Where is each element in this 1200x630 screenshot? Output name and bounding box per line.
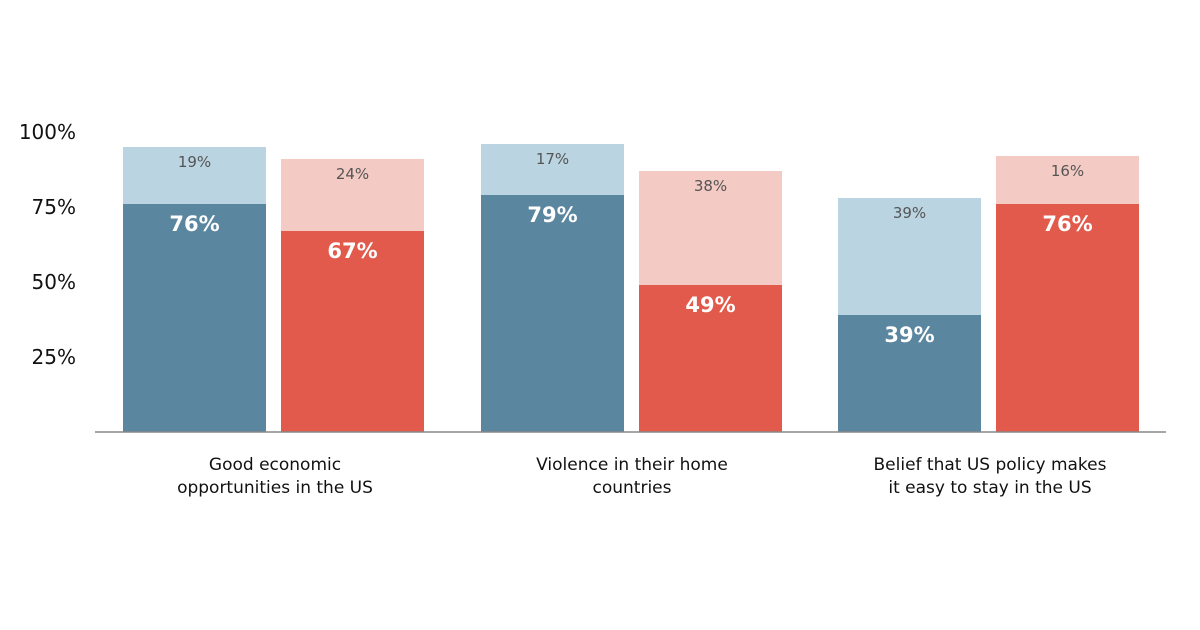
bar-light-segment-0-0 <box>123 147 266 204</box>
bar-light-segment-0-1 <box>281 159 424 231</box>
category-label-us-policy: Belief that US policy makes it easy to s… <box>873 455 1107 498</box>
bar-light-segment-1-0 <box>481 144 624 195</box>
bar-strong-segment-0-0 <box>123 204 266 432</box>
y-tick-label-25: 25% <box>32 345 76 369</box>
bar-light-label-2-0: 39% <box>893 204 926 222</box>
bar-strong-segment-2-1 <box>996 204 1139 432</box>
bar-strong-segment-0-1 <box>281 231 424 432</box>
category-label-economic: Good economic opportunities in the US <box>177 455 373 498</box>
bar-labels-layer: 19% 76% 24% 67% 17% 79% 38% 49% 39% 39% 16% 76% <box>169 150 1092 347</box>
bar-light-segment-2-0 <box>838 198 981 315</box>
category-label-violence: Violence in their home countries <box>536 455 728 498</box>
bar-light-label-0-0: 19% <box>178 153 211 171</box>
y-tick-label-100: 100% <box>19 120 76 144</box>
bar-light-label-1-1: 38% <box>694 177 727 195</box>
bar-strong-label-2-0: 39% <box>884 323 934 347</box>
bar-strong-segment-2-0 <box>838 315 981 432</box>
bar-strong-label-0-0: 76% <box>169 212 219 236</box>
bar-strong-label-0-1: 67% <box>327 239 377 263</box>
bar-light-label-0-1: 24% <box>336 165 369 183</box>
bars-layer <box>123 144 1139 432</box>
bar-strong-label-1-1: 49% <box>685 293 735 317</box>
bar-strong-label-2-1: 76% <box>1042 212 1092 236</box>
bar-light-segment-1-1 <box>639 171 782 285</box>
bar-strong-label-1-0: 79% <box>527 203 577 227</box>
y-tick-label-75: 75% <box>32 195 76 219</box>
y-tick-label-50: 50% <box>32 270 76 294</box>
y-axis: 25% 50% 75% 100% <box>19 120 76 369</box>
bar-strong-segment-1-0 <box>481 195 624 432</box>
bar-light-segment-2-1 <box>996 156 1139 204</box>
bar-light-label-1-0: 17% <box>536 150 569 168</box>
bar-light-label-2-1: 16% <box>1051 162 1084 180</box>
bar-strong-segment-1-1 <box>639 285 782 432</box>
